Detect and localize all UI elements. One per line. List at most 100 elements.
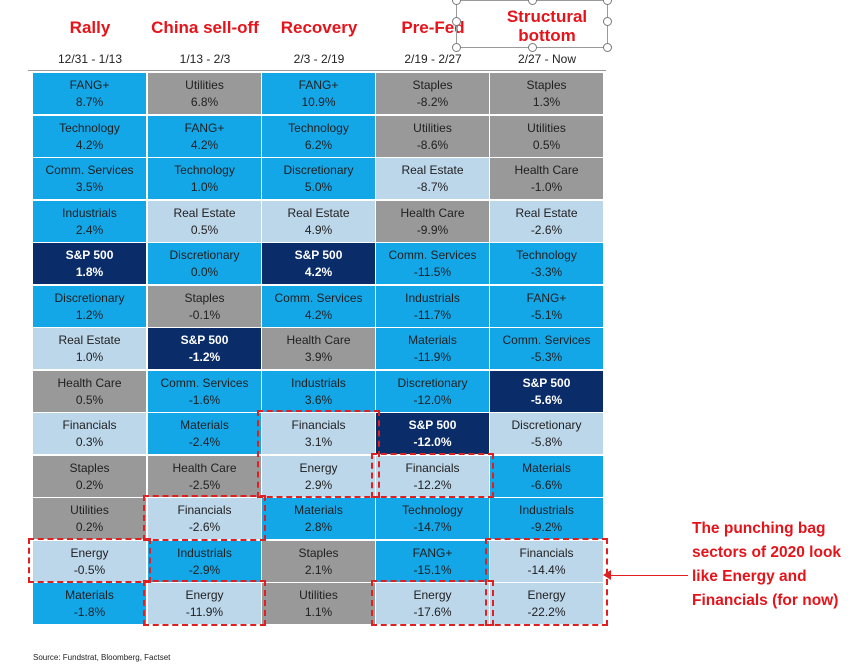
resize-handle[interactable] xyxy=(603,0,612,5)
sector-return: -14.4% xyxy=(527,562,566,577)
sector-cell: Health Care -2.5% xyxy=(148,455,261,497)
sector-cell: S&P 500 -1.2% xyxy=(148,328,261,369)
column-date-range: 2/19 - 2/27 xyxy=(404,52,462,66)
sector-return: 4.9% xyxy=(304,222,333,237)
sector-label: Materials xyxy=(180,418,229,432)
resize-handle[interactable] xyxy=(528,0,537,5)
sector-cell: Technology 4.2% xyxy=(33,115,146,157)
sector-label: Industrials xyxy=(519,503,574,517)
sector-label: S&P 500 xyxy=(408,418,457,432)
sector-label: Health Care xyxy=(57,375,122,390)
sector-cell: Health Care -1.0% xyxy=(490,158,603,199)
sector-label: Financials xyxy=(62,418,117,432)
sector-cell: Utilities -8.6% xyxy=(376,115,489,157)
sector-return: -1.2% xyxy=(188,350,221,364)
sector-label: Staples xyxy=(298,545,339,560)
sector-return: 4.2% xyxy=(75,137,104,152)
sector-label: S&P 500 xyxy=(522,375,571,390)
sector-cell: S&P 500 -5.6% xyxy=(490,370,603,412)
sector-return: 1.0% xyxy=(190,180,219,194)
sector-cell: Staples -0.1% xyxy=(148,285,261,327)
sector-cell: Materials 2.8% xyxy=(262,498,375,539)
sector-cell: Materials -2.4% xyxy=(148,413,261,454)
column-date-range: 2/27 - Now xyxy=(517,52,577,66)
sector-label: Real Estate xyxy=(58,333,121,347)
sector-cell: Utilities 0.5% xyxy=(490,115,603,157)
resize-handle[interactable] xyxy=(603,17,612,26)
sector-cell: Energy -22.2% xyxy=(490,583,603,624)
sector-return: -11.5% xyxy=(413,265,452,279)
sector-return: -2.6% xyxy=(530,222,563,237)
sector-return: 6.8% xyxy=(190,95,219,109)
sector-cell: FANG+ -15.1% xyxy=(376,540,489,582)
sector-cell: Technology 6.2% xyxy=(262,115,375,157)
sector-label: Health Care xyxy=(514,163,579,177)
sector-return: 0.5% xyxy=(75,392,104,407)
column-title: Pre-Fed xyxy=(401,18,465,37)
sector-cell: Real Estate 0.5% xyxy=(148,200,261,242)
resize-handle[interactable] xyxy=(452,43,461,52)
sector-cell: S&P 500 4.2% xyxy=(262,243,375,284)
sector-label: Materials xyxy=(522,460,571,475)
sector-return: 0.5% xyxy=(532,137,561,152)
sector-return: 3.6% xyxy=(304,392,333,407)
sector-label: Real Estate xyxy=(287,205,350,220)
header-divider xyxy=(28,70,606,71)
sector-cell: S&P 500 1.8% xyxy=(33,243,146,284)
sector-label: Comm. Services xyxy=(274,290,363,305)
sector-cell: Comm. Services -11.5% xyxy=(376,243,489,284)
sector-label: Staples xyxy=(69,460,110,475)
annotation-text: The punching bag sectors of 2020 look li… xyxy=(692,520,842,609)
sector-return: -8.2% xyxy=(416,95,449,109)
resize-handle[interactable] xyxy=(452,0,461,5)
sector-cell: Staples 1.3% xyxy=(490,73,603,114)
sector-label: Discretionary xyxy=(511,418,582,432)
sector-label: Discretionary xyxy=(397,375,468,390)
sector-cell: Discretionary -5.8% xyxy=(490,413,603,454)
sector-cell: Comm. Services 3.5% xyxy=(33,158,146,199)
sector-return: 4.2% xyxy=(190,137,219,152)
sector-cell: Utilities 0.2% xyxy=(33,498,146,539)
resize-handle[interactable] xyxy=(452,17,461,26)
sector-cell: Energy 2.9% xyxy=(262,455,375,497)
sector-return: 4.2% xyxy=(304,265,333,279)
sector-label: Financials xyxy=(291,418,346,432)
sector-return: -1.8% xyxy=(73,605,106,619)
sector-return: -5.3% xyxy=(530,350,563,364)
text-box-selection-frame[interactable] xyxy=(452,0,612,52)
sector-return: -2.5% xyxy=(188,477,221,492)
sector-label: Discretionary xyxy=(169,248,240,262)
sector-label: Energy xyxy=(70,545,109,560)
sector-return: -17.6% xyxy=(413,605,452,619)
sector-label: Industrials xyxy=(177,545,232,560)
sector-label: S&P 500 xyxy=(180,333,229,347)
sector-return: -11.7% xyxy=(413,307,452,322)
sector-label: FANG+ xyxy=(69,78,110,92)
sector-label: Discretionary xyxy=(54,290,125,305)
sector-cell: Discretionary 1.2% xyxy=(33,285,146,327)
sector-return: -15.1% xyxy=(413,562,452,577)
sector-label: Materials xyxy=(65,588,114,602)
sector-cell: S&P 500 -12.0% xyxy=(376,413,489,454)
sector-label: Materials xyxy=(408,333,457,347)
resize-handle[interactable] xyxy=(603,43,612,52)
sector-cell: Comm. Services -5.3% xyxy=(490,328,603,369)
sector-cell: Industrials -2.9% xyxy=(148,540,261,582)
source-note: Source: Fundstrat, Bloomberg, Factset xyxy=(33,653,171,662)
sector-label: Staples xyxy=(184,290,225,305)
sector-label: Energy xyxy=(185,588,224,602)
sector-return: 1.1% xyxy=(304,605,333,619)
sector-cell: Utilities 6.8% xyxy=(148,73,261,114)
sector-return: 0.5% xyxy=(190,222,219,237)
sector-return: 8.7% xyxy=(75,95,104,109)
sector-cell: Real Estate -2.6% xyxy=(490,200,603,242)
sector-cell: Materials -6.6% xyxy=(490,455,603,497)
sector-return: -5.1% xyxy=(530,307,563,322)
resize-handle[interactable] xyxy=(528,43,537,52)
sector-return: -1.6% xyxy=(188,392,221,407)
sector-cell: FANG+ 4.2% xyxy=(148,115,261,157)
sector-label: Utilities xyxy=(70,503,109,517)
sector-label: Industrials xyxy=(405,290,460,305)
sector-label: Health Care xyxy=(172,460,237,475)
sector-return: 1.2% xyxy=(75,307,104,322)
